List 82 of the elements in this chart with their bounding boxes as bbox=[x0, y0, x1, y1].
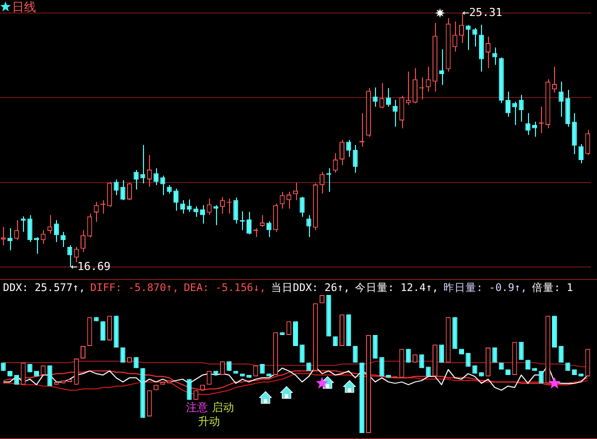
candlestick bbox=[512, 101, 518, 126]
candlestick bbox=[146, 154, 152, 188]
candlestick bbox=[280, 191, 285, 210]
text: DEA: -5.156↓, bbox=[184, 282, 266, 294]
candlestick bbox=[114, 178, 119, 196]
candlestick bbox=[27, 214, 32, 242]
candlestick bbox=[472, 28, 478, 48]
annotation: 注意 bbox=[186, 401, 208, 414]
candlestick bbox=[260, 214, 265, 228]
candlestick bbox=[552, 66, 557, 94]
candlestick bbox=[193, 206, 198, 218]
text: 今日量: 12.4↑, bbox=[354, 282, 438, 294]
candlestick bbox=[273, 203, 278, 232]
candlestick bbox=[332, 152, 338, 174]
candlestick bbox=[572, 112, 577, 155]
annotation: 启动 bbox=[212, 401, 234, 414]
candlestick bbox=[40, 230, 46, 244]
candlestick bbox=[266, 220, 272, 238]
candlestick bbox=[558, 346, 564, 364]
candlestick bbox=[306, 214, 312, 238]
candlestick bbox=[74, 246, 79, 262]
candlestick bbox=[352, 346, 358, 364]
candlestick bbox=[14, 220, 20, 241]
candlestick bbox=[379, 82, 384, 109]
candlestick bbox=[300, 196, 305, 218]
text: 昨日量: -0.9↑, bbox=[443, 282, 527, 294]
candlestick bbox=[372, 335, 378, 358]
candlestick bbox=[60, 231, 66, 248]
text: 当日DDX: 26↑, bbox=[270, 282, 350, 294]
annotation: ←25.31 bbox=[462, 6, 502, 19]
candlestick bbox=[173, 188, 178, 212]
candlestick bbox=[154, 168, 159, 186]
chart-title: 日线 bbox=[12, 0, 36, 14]
candlestick bbox=[452, 21, 458, 52]
candlestick bbox=[120, 180, 126, 201]
text: DDX: 25.577↑, bbox=[3, 282, 86, 294]
text: 倍量: 1 bbox=[532, 282, 573, 294]
candlestick bbox=[492, 46, 498, 66]
candlestick bbox=[439, 48, 444, 86]
candlestick bbox=[392, 99, 398, 128]
candlestick bbox=[320, 171, 325, 194]
candlestick bbox=[246, 211, 252, 235]
candlestick bbox=[466, 24, 471, 50]
candlestick bbox=[459, 12, 464, 44]
candlestick bbox=[107, 181, 112, 208]
candlestick bbox=[54, 220, 59, 242]
candlestick bbox=[525, 112, 530, 136]
text: DIFF: -5.870↑, bbox=[90, 282, 179, 294]
candlestick bbox=[518, 94, 524, 122]
candlestick bbox=[478, 24, 484, 72]
candlestick bbox=[233, 196, 238, 224]
candlestick bbox=[80, 346, 86, 359]
candlestick bbox=[346, 140, 352, 158]
candlestick bbox=[486, 36, 491, 69]
candlestick bbox=[127, 182, 132, 201]
candlestick bbox=[47, 214, 52, 234]
candlestick bbox=[206, 198, 212, 216]
candlestick bbox=[585, 129, 590, 156]
candlestick bbox=[286, 191, 292, 210]
candlestick bbox=[180, 200, 186, 214]
candlestick bbox=[558, 81, 564, 118]
candlestick bbox=[578, 144, 584, 164]
candlestick bbox=[94, 201, 99, 222]
candlestick bbox=[220, 196, 225, 214]
candlestick bbox=[67, 244, 72, 268]
candlestick bbox=[412, 68, 418, 104]
candlestick bbox=[80, 230, 86, 252]
candlestick bbox=[293, 182, 298, 201]
candlestick bbox=[200, 204, 206, 224]
candlestick bbox=[134, 170, 139, 190]
candlestick bbox=[506, 91, 510, 118]
candlestick bbox=[339, 140, 344, 166]
candlestick bbox=[352, 144, 358, 174]
candlestick bbox=[160, 175, 166, 196]
candlestick bbox=[87, 213, 92, 238]
candlestick bbox=[372, 87, 378, 108]
candlestick bbox=[386, 88, 391, 108]
candlestick bbox=[186, 199, 192, 212]
annotation: ←16.69 bbox=[70, 260, 110, 273]
annotation: 升动 bbox=[198, 415, 220, 428]
candlestick bbox=[426, 66, 431, 92]
candlestick bbox=[140, 144, 146, 184]
